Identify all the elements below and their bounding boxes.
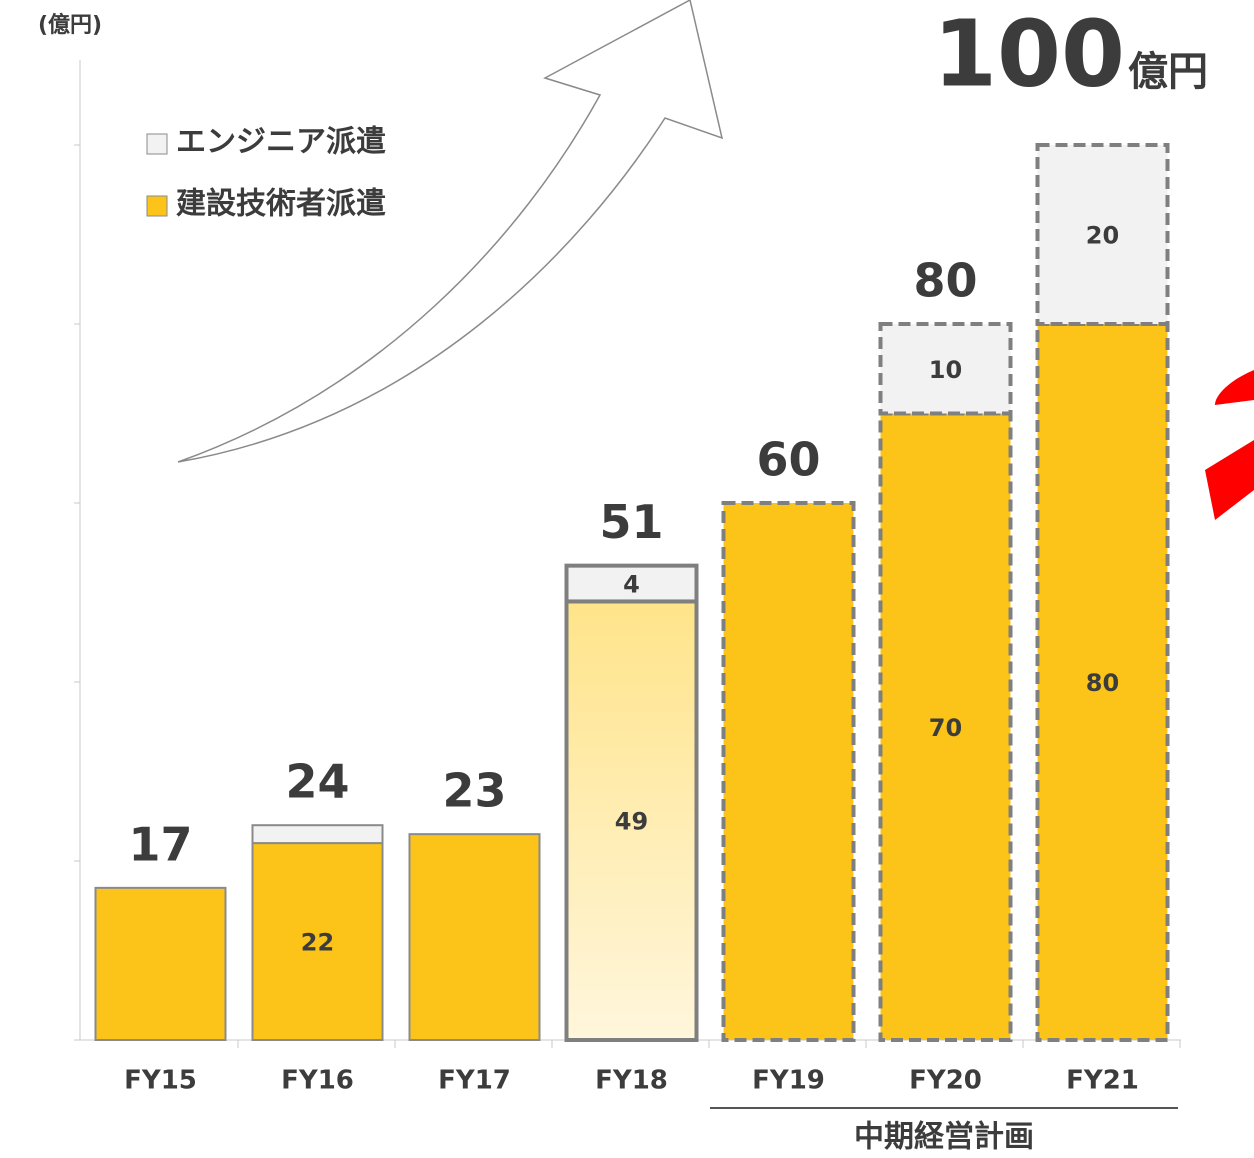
- total-label: 51: [599, 495, 663, 549]
- plan-label: 中期経営計画: [854, 1120, 1034, 1155]
- x-tick-label: FY19: [752, 1066, 825, 1096]
- total-label: 17: [128, 817, 192, 871]
- bar-segment: [721, 501, 856, 1042]
- bar-segment: [1035, 143, 1170, 326]
- legend-label: エンジニア派遣: [176, 125, 386, 160]
- bar-segment: [94, 886, 227, 1041]
- value-label: 80: [1086, 669, 1119, 697]
- value-label: 20: [1086, 222, 1119, 250]
- plot: 17 FY15 22 24 FY16 23 FY17 49 4 51 FY18 60 FY19 70 10 8…: [74, 0, 1208, 1155]
- legend-swatch: [146, 133, 168, 155]
- total-label: 60: [756, 433, 820, 487]
- bar-segment: [878, 411, 1013, 1042]
- bar-segment: [251, 842, 384, 1041]
- x-tick-label: FY18: [595, 1066, 668, 1096]
- bar-segment: [564, 599, 699, 1042]
- legend-label: 建設技術者派遣: [176, 187, 386, 222]
- red-decoration: [1205, 370, 1254, 520]
- bar-segment: [1035, 322, 1170, 1042]
- legend-swatch: [146, 195, 168, 217]
- total-label: 24: [285, 755, 349, 809]
- value-label: 22: [301, 929, 334, 957]
- bar-segment: [878, 322, 1013, 416]
- y-unit-label: (億円): [38, 12, 102, 38]
- total-label: 100: [933, 0, 1125, 107]
- total-unit: 億円: [1128, 49, 1208, 95]
- x-tick-label: FY21: [1066, 1066, 1139, 1096]
- bar-segment: [251, 824, 384, 845]
- value-label: 4: [623, 571, 640, 599]
- value-label: 70: [929, 714, 962, 742]
- total-label: 80: [913, 254, 977, 308]
- total-label: 23: [442, 764, 506, 818]
- bar-segment: [564, 563, 699, 604]
- value-label: 10: [929, 356, 962, 384]
- bar-segment: [408, 833, 541, 1042]
- growth-arrow: [177, 0, 724, 463]
- value-label: 49: [615, 808, 648, 836]
- x-tick-label: FY17: [438, 1066, 511, 1096]
- x-tick-label: FY15: [124, 1066, 197, 1096]
- x-tick-label: FY16: [281, 1066, 354, 1096]
- x-tick-label: FY20: [909, 1066, 982, 1096]
